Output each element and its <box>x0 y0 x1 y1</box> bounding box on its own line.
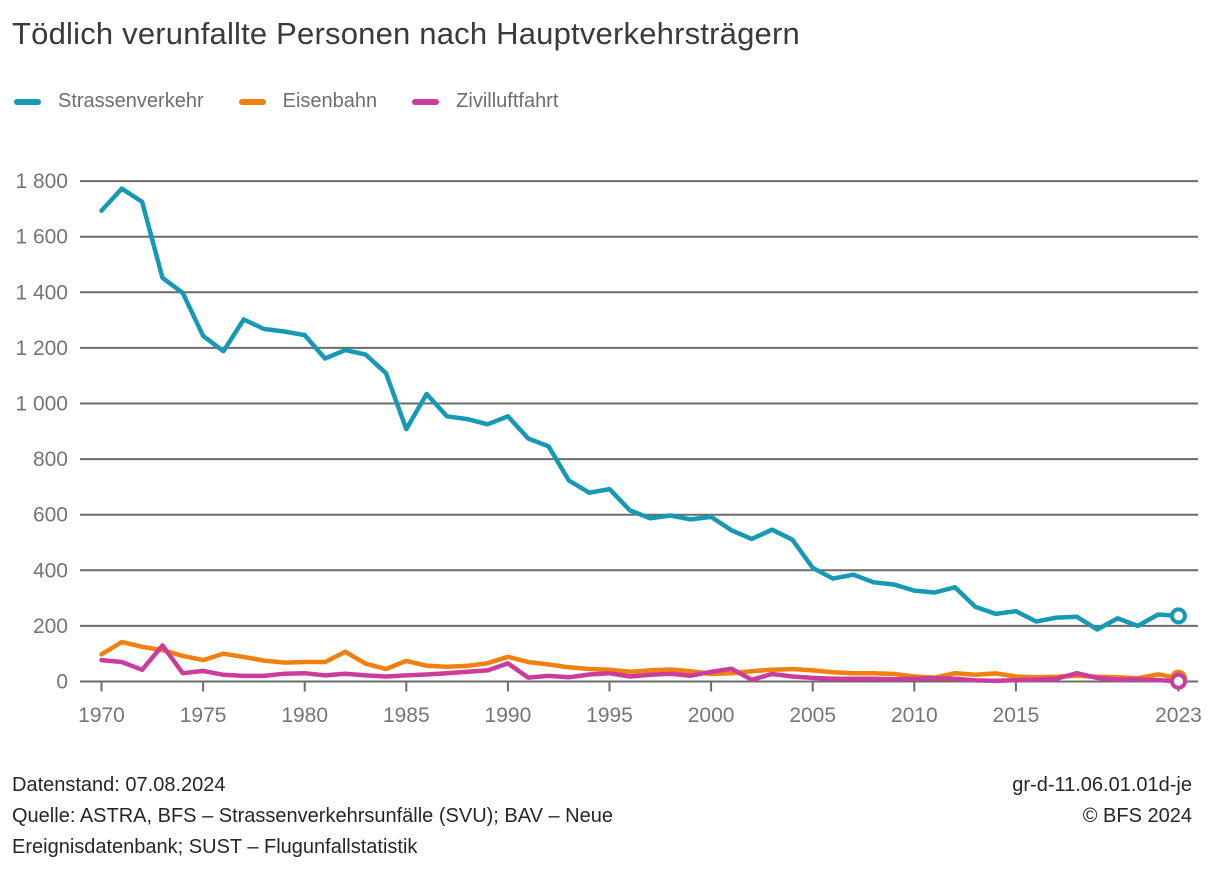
series-line-zivilluftfahrt <box>99 643 1181 684</box>
source-text-line2: Ereignisdatenbank; SUST – Flugunfallstat… <box>12 836 418 858</box>
series-line-strassenverkehr <box>99 186 1181 632</box>
legend-label-eisenbahn: Eisenbahn <box>282 90 378 112</box>
y-tick-label: 1 600 <box>15 226 68 249</box>
x-tick-label: 1995 <box>586 704 633 727</box>
x-tick-label: 2010 <box>891 704 938 727</box>
y-tick-label: 1 000 <box>15 393 68 416</box>
legend-label-strassenverkehr: Strassenverkehr <box>58 90 204 112</box>
chart-footer-left: Datenstand: 07.08.2024 Quelle: ASTRA, BF… <box>12 770 613 863</box>
x-tick-label: 1985 <box>383 704 430 727</box>
y-tick-label: 600 <box>33 504 68 527</box>
y-tick-label: 1 800 <box>15 170 68 193</box>
chart-canvas: 0 200 400 600 800 1 000 1 200 1 400 1 600 1 800 19… <box>15 170 1202 727</box>
end-marker-strassenverkehr <box>1169 607 1187 625</box>
x-tick-label: 1975 <box>180 704 227 727</box>
series-line-eisenbahn <box>99 639 1181 681</box>
y-tick-label: 800 <box>33 448 68 471</box>
y-tick-label: 1 400 <box>15 281 68 304</box>
source-text-line1: Quelle: ASTRA, BFS – Strassenverkehrsunf… <box>12 805 613 827</box>
legend-swatch-strassenverkehr-icon <box>14 98 41 105</box>
legend-item-zivilluftfahrt: Zivilluftfahrt <box>412 90 558 113</box>
x-tick-label: 2023 <box>1155 704 1202 727</box>
x-tick-label: 1970 <box>78 704 125 727</box>
legend-item-strassenverkehr: Strassenverkehr <box>14 90 204 113</box>
end-marker-zivilluftfahrt <box>1169 672 1187 690</box>
chart-legend: Strassenverkehr Eisenbahn Zivilluftfahrt <box>14 90 558 113</box>
y-tick-label: 1 200 <box>15 337 68 360</box>
chart-id-text: gr-d-11.06.01.01d-je <box>1012 774 1192 796</box>
y-tick-label: 400 <box>33 559 68 582</box>
legend-label-zivilluftfahrt: Zivilluftfahrt <box>456 90 559 112</box>
y-tick-label: 0 <box>56 671 68 694</box>
x-tick-label: 1990 <box>485 704 532 727</box>
x-tick-label: 1980 <box>281 704 328 727</box>
datenstand-text: Datenstand: 07.08.2024 <box>12 774 226 796</box>
chart-footer-right: gr-d-11.06.01.01d-je © BFS 2024 <box>1012 770 1192 832</box>
chart-title: Tödlich verunfallte Personen nach Hauptv… <box>12 16 800 51</box>
x-tick-label: 2000 <box>688 704 735 727</box>
x-tick-label: 2005 <box>789 704 836 727</box>
legend-swatch-zivilluftfahrt-icon <box>412 98 440 105</box>
y-tick-label: 200 <box>33 615 68 638</box>
legend-item-eisenbahn: Eisenbahn <box>238 90 378 113</box>
legend-swatch-eisenbahn-icon <box>238 98 266 105</box>
x-tick-label: 2015 <box>993 704 1040 727</box>
copyright-text: © BFS 2024 <box>1082 805 1192 827</box>
